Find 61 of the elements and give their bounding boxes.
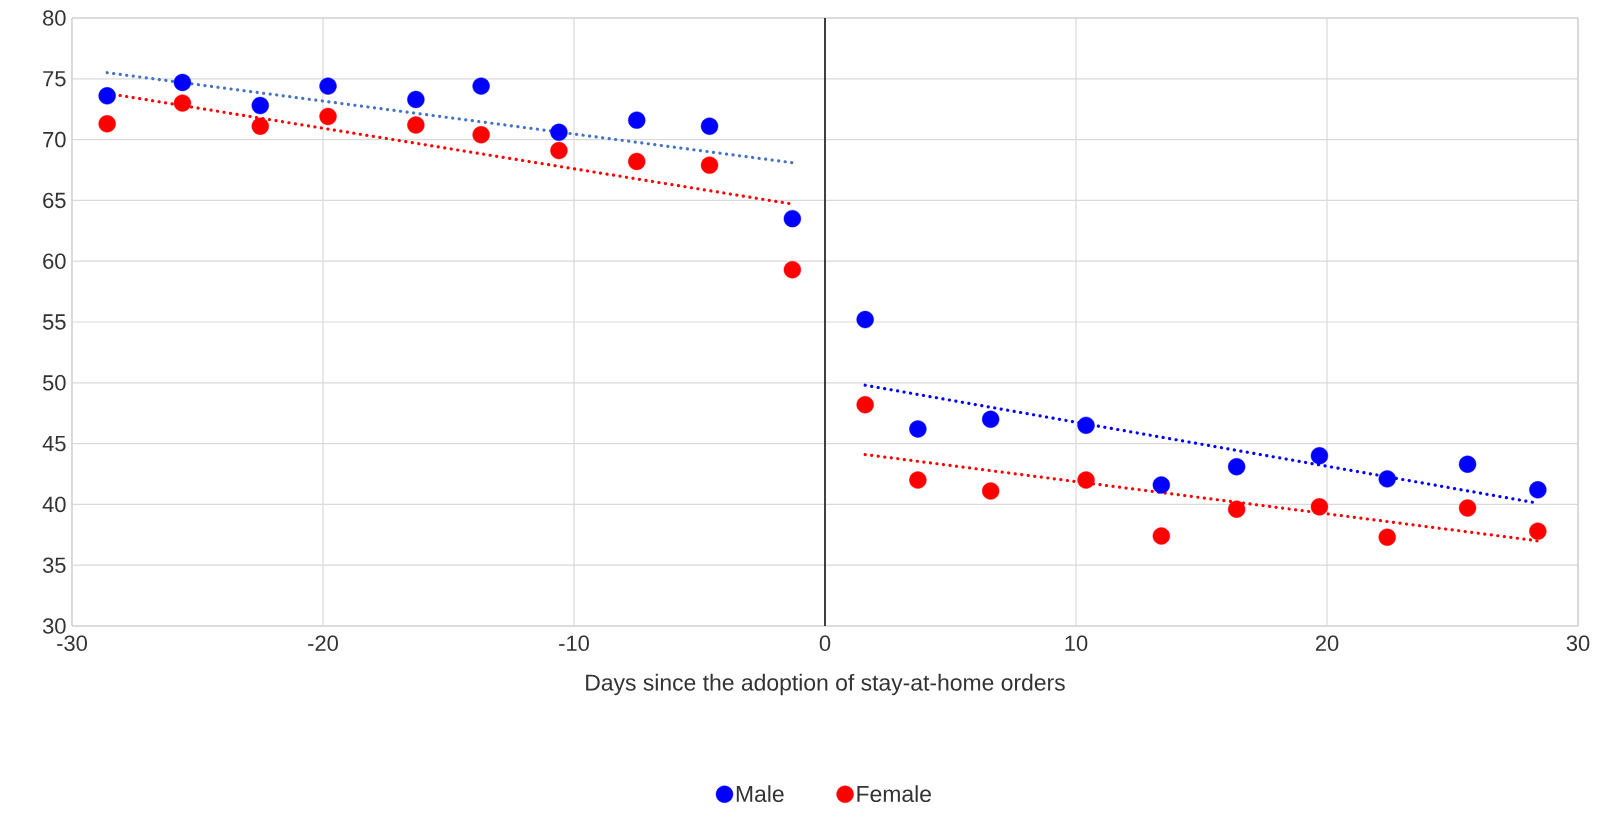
x-tick-label: -20: [308, 635, 338, 652]
point: [700, 156, 719, 174]
legend-label: Male: [736, 785, 784, 803]
x-tick-label: 0: [819, 635, 831, 652]
x-tick-label: 20: [1315, 635, 1339, 652]
point: [407, 116, 425, 134]
point: [981, 410, 1000, 428]
y-tick-label: 60: [43, 253, 66, 269]
point: [1152, 476, 1171, 494]
point: [909, 420, 927, 438]
point: [173, 94, 192, 112]
point: [1152, 527, 1171, 545]
point: [909, 471, 927, 489]
point: [1458, 499, 1477, 517]
y-tick-label: 30: [42, 618, 66, 634]
y-tick-label: 45: [42, 435, 66, 452]
point: [1529, 481, 1547, 499]
point: [1077, 416, 1095, 435]
point: [319, 77, 337, 95]
y-tick-label: 65: [43, 192, 66, 209]
y-tick-label: 70: [43, 131, 66, 148]
point: [550, 123, 568, 141]
y-tick-label: 55: [42, 314, 66, 330]
point: [319, 107, 337, 126]
point: [1077, 471, 1095, 489]
point: [1378, 470, 1396, 488]
point: [981, 482, 1000, 500]
legend-label: Female: [857, 785, 931, 803]
x-tick-label: 30: [1566, 635, 1590, 652]
point: [856, 396, 874, 414]
point: [1378, 528, 1396, 546]
point: [856, 310, 874, 329]
point: [1310, 447, 1329, 465]
point: [251, 117, 269, 135]
point: [700, 117, 719, 135]
y-tick-label: 75: [43, 71, 66, 87]
point: [1458, 455, 1477, 473]
point: [628, 111, 646, 129]
point: [98, 115, 116, 133]
point: [173, 73, 192, 92]
point: [783, 261, 802, 279]
x-axis-title: Days since the adoption of stay-at-home orders: [586, 673, 1065, 696]
x-tick-label: -30: [57, 635, 87, 652]
point: [251, 96, 269, 115]
point: [628, 152, 646, 171]
point: [550, 141, 568, 160]
y-tick-label: 80: [43, 10, 66, 26]
point: [1310, 498, 1329, 516]
y-tick-label: 50: [42, 375, 66, 391]
y-tick-label: 35: [42, 557, 66, 573]
point: [98, 87, 116, 105]
point: [1227, 458, 1246, 476]
y-tick-label: 40: [42, 496, 66, 513]
point: [472, 77, 490, 95]
point: [407, 90, 425, 109]
point: [1227, 500, 1246, 518]
point: [472, 126, 490, 144]
point: [1529, 522, 1547, 540]
point: [783, 209, 802, 228]
x-tick-label: 10: [1065, 635, 1088, 652]
x-tick-label: -10: [559, 635, 589, 652]
